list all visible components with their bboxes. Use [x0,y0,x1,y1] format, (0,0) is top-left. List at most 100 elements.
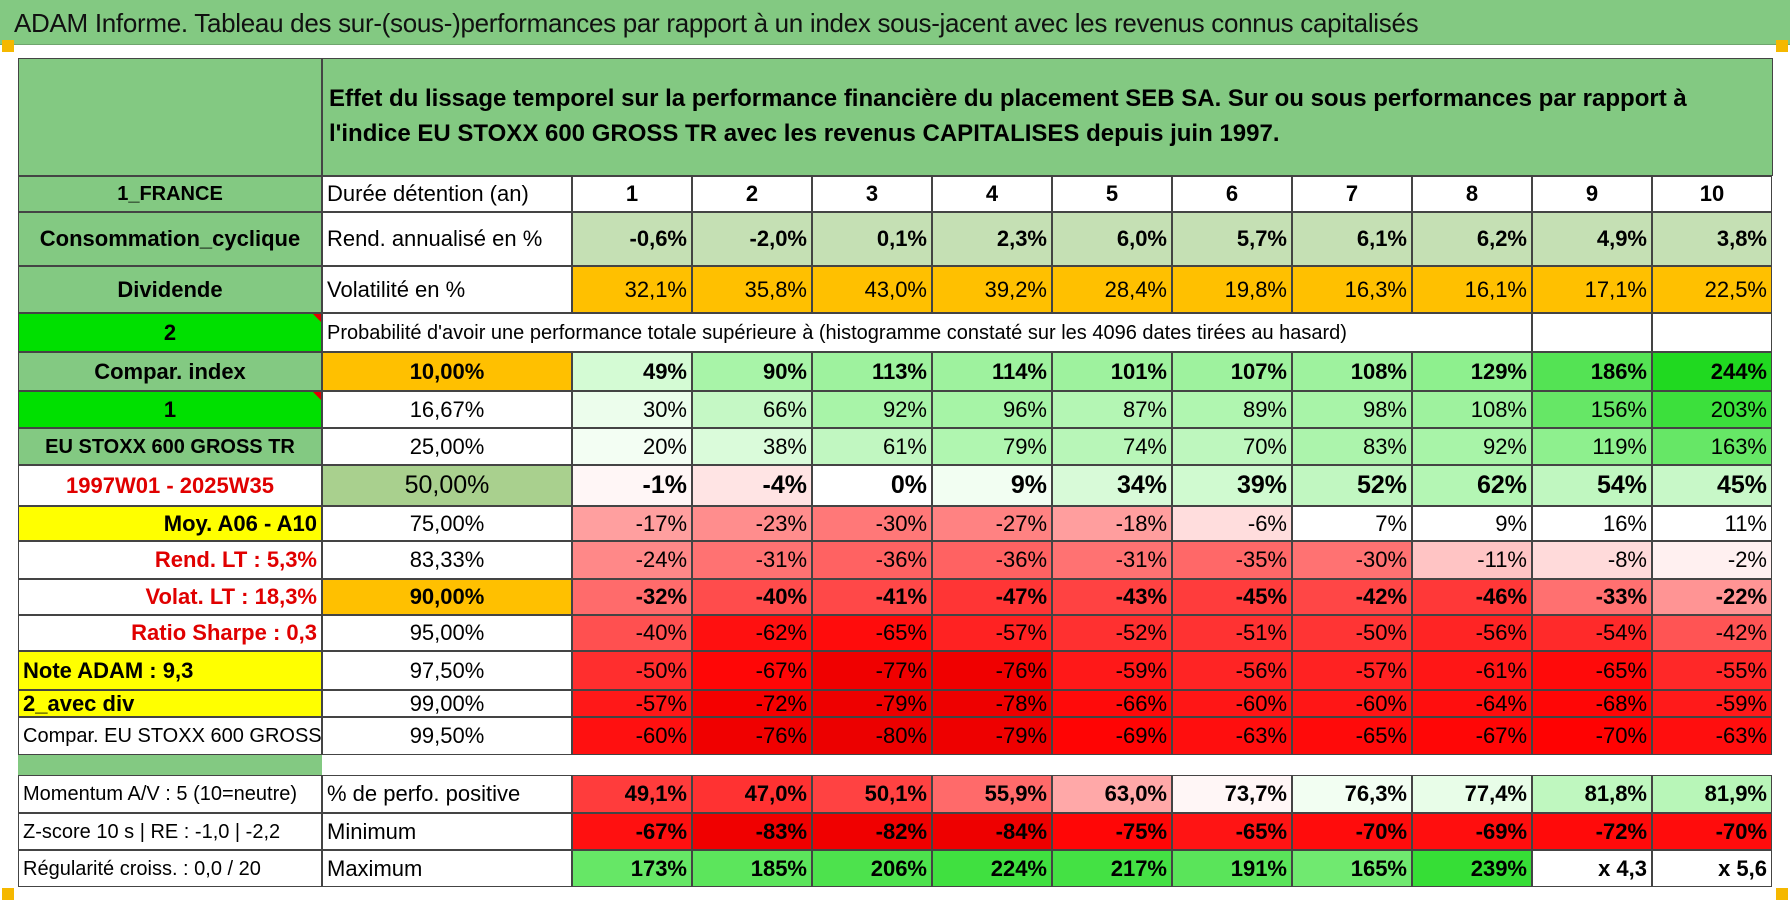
percentile-value-cell: 87% [1052,391,1172,428]
volatility-cell: 16,1% [1412,266,1532,313]
percentile-value-cell: 186% [1532,352,1652,391]
annual-return-cell: 4,9% [1532,212,1652,266]
minimum-cell: -75% [1052,813,1172,850]
percentile-value-cell: 156% [1532,391,1652,428]
percentile-value-cell: -50% [1292,615,1412,651]
positive-perf-cell: 47,0% [692,775,812,813]
compar-index-cell: Compar. index [18,352,322,391]
percentile-value-cell: -57% [1292,651,1412,690]
annual-return-cell: 5,7% [1172,212,1292,266]
percentile-value-cell: 30% [572,391,692,428]
percentile-value-cell: -59% [1652,690,1772,717]
percentile-value-cell: -52% [1052,615,1172,651]
percentile-value-cell: -45% [1172,579,1292,615]
percentile-label: 10,00% [322,352,572,391]
percentile-value-cell: -57% [572,690,692,717]
year-header: 8 [1412,176,1532,212]
selector-1-cell[interactable]: 1 [18,391,322,428]
percentile-value-cell: 108% [1412,391,1532,428]
percentile-label: 99,50% [322,717,572,755]
corner-marker [1776,888,1788,900]
percentile-value-cell: -27% [932,506,1052,541]
percentile-value-cell: -70% [1532,717,1652,755]
percentile-value-cell: -30% [812,506,932,541]
percentile-value-cell: -51% [1172,615,1292,651]
corner-marker [2,888,14,900]
adam-note-cell: Note ADAM : 9,3 [18,651,322,690]
year-header: 10 [1652,176,1772,212]
percentile-value-cell: -24% [572,541,692,579]
percentile-label: 75,00% [322,506,572,541]
percentile-value-cell: 83% [1292,428,1412,465]
percentile-value-cell: 52% [1292,465,1412,506]
year-header: 4 [932,176,1052,212]
momentum-cell: Momentum A/V : 5 (10=neutre) [18,775,322,813]
percentile-value-cell: -50% [572,651,692,690]
percentile-label: 97,50% [322,651,572,690]
percentile-value-cell: -78% [932,690,1052,717]
percentile-value-cell: -56% [1412,615,1532,651]
regularite-cell: Régularité croiss. : 0,0 / 20 [18,850,322,887]
positive-perf-cell: 81,8% [1532,775,1652,813]
year-header: 9 [1532,176,1652,212]
maximum-cell: 239% [1412,850,1532,887]
percentile-value-cell: -72% [692,690,812,717]
probability-blank [1532,313,1652,352]
volat-label: Volatilité en % [322,266,572,313]
positive-perf-cell: 77,4% [1412,775,1532,813]
volatility-cell: 17,1% [1532,266,1652,313]
percentile-value-cell: 108% [1292,352,1412,391]
percentile-value-cell: 45% [1652,465,1772,506]
percentile-value-cell: -17% [572,506,692,541]
percentile-value-cell: -36% [812,541,932,579]
annual-return-cell: 6,0% [1052,212,1172,266]
maximum-cell: 185% [692,850,812,887]
percentile-value-cell: 66% [692,391,812,428]
percentile-value-cell: 9% [932,465,1052,506]
maximum-cell: x 5,6 [1652,850,1772,887]
percentile-value-cell: 114% [932,352,1052,391]
percentile-value-cell: -30% [1292,541,1412,579]
rend-label: Rend. annualisé en % [322,212,572,266]
percentile-value-cell: -31% [1052,541,1172,579]
period-cell: 1997W01 - 2025W35 [18,465,322,506]
percentile-value-cell: -66% [1052,690,1172,717]
year-header: 2 [692,176,812,212]
maximum-cell: 191% [1172,850,1292,887]
positive-perf-label: % de perfo. positive [322,775,572,813]
minimum-cell: -82% [812,813,932,850]
zscore-cell: Z-score 10 s | RE : -1,0 | -2,2 [18,813,322,850]
percentile-value-cell: -36% [932,541,1052,579]
percentile-value-cell: 163% [1652,428,1772,465]
probability-label: Probabilité d'avoir une performance tota… [322,313,1532,352]
percentile-value-cell: 62% [1412,465,1532,506]
percentile-value-cell: -31% [692,541,812,579]
percentile-value-cell: 107% [1172,352,1292,391]
percentile-value-cell: 38% [692,428,812,465]
positive-perf-cell: 76,3% [1292,775,1412,813]
percentile-value-cell: 113% [812,352,932,391]
percentile-value-cell: -60% [572,717,692,755]
positive-perf-cell: 73,7% [1172,775,1292,813]
rend-lt-cell: Rend. LT : 5,3% [18,541,322,579]
percentile-value-cell: 7% [1292,506,1412,541]
percentile-value-cell: -80% [812,717,932,755]
percentile-value-cell: -79% [932,717,1052,755]
maximum-cell: 206% [812,850,932,887]
selector-2-cell[interactable]: 2 [18,313,322,352]
percentile-value-cell: -67% [1412,717,1532,755]
positive-perf-cell: 49,1% [572,775,692,813]
volatility-cell: 39,2% [932,266,1052,313]
percentile-value-cell: -63% [1652,717,1772,755]
positive-perf-cell: 55,9% [932,775,1052,813]
percentile-value-cell: -43% [1052,579,1172,615]
year-header: 3 [812,176,932,212]
annual-return-cell: 2,3% [932,212,1052,266]
percentile-value-cell: -54% [1532,615,1652,651]
percentile-value-cell: 90% [692,352,812,391]
percentile-value-cell: -46% [1412,579,1532,615]
positive-perf-cell: 50,1% [812,775,932,813]
sector-cell: Consommation_cyclique [18,212,322,266]
percentile-value-cell: -42% [1652,615,1772,651]
percentile-value-cell: -65% [812,615,932,651]
